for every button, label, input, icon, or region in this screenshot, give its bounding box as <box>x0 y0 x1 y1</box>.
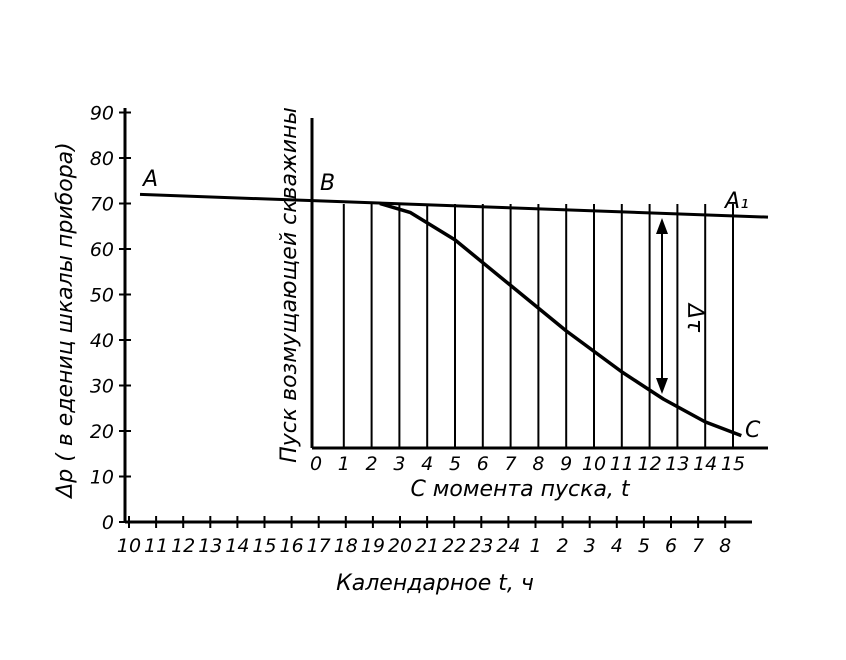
start-tick-label: 7 <box>505 453 517 475</box>
start-tick-label: 15 <box>721 453 745 475</box>
calendar-tick-label: 12 <box>171 535 195 557</box>
calendar-ticks: 10 11 12 13 14 15 16 17 18 19 20 21 22 23 24 1 2 3 4 5 6 7 8 <box>117 516 731 557</box>
y-tick-label: 20 <box>90 421 114 443</box>
point-label-a1: A₁ <box>723 189 749 214</box>
start-tick-label: 2 <box>366 453 378 475</box>
start-tick-label: 4 <box>421 453 433 475</box>
delta-arrow <box>656 218 668 394</box>
start-tick-label: 9 <box>560 453 572 475</box>
start-tick-label: 8 <box>532 453 544 475</box>
calendar-tick-label: 2 <box>557 535 569 557</box>
y-tick-label: 0 <box>102 512 114 534</box>
y-axis-title: Δp ( в едениц шкалы прибора) <box>53 142 78 500</box>
y-tick-label: 70 <box>90 194 114 216</box>
y-tick-label: 40 <box>90 330 114 352</box>
point-label-b: B <box>320 171 335 196</box>
calendar-tick-label: 21 <box>415 535 439 557</box>
calendar-tick-label: 17 <box>307 535 331 557</box>
calendar-tick-label: 23 <box>469 535 493 557</box>
y-ticks: 0 10 20 30 40 50 60 70 80 90 <box>90 103 131 534</box>
calendar-tick-label: 18 <box>334 535 358 557</box>
start-tick-label: 12 <box>638 453 662 475</box>
calendar-tick-label: 11 <box>144 535 168 557</box>
start-tick-label: 0 <box>310 453 322 475</box>
series-line-aa1 <box>139 192 769 219</box>
start-tick-label: 13 <box>665 453 689 475</box>
calendar-tick-label: 1 <box>529 535 541 557</box>
x-axis-start-title: С момента пуска, t <box>410 477 630 502</box>
start-tick-label: 6 <box>477 453 489 475</box>
y-tick-label: 30 <box>90 376 114 398</box>
calendar-tick-label: 10 <box>117 535 141 557</box>
y-tick-label: 50 <box>90 285 114 307</box>
start-tick-label: 14 <box>693 453 717 475</box>
event-label: Пуск возмущающей скважины <box>277 107 302 463</box>
calendar-tick-label: 7 <box>692 535 704 557</box>
x-axis-calendar-title: Календарное t, ч <box>336 571 534 596</box>
calendar-tick-label: 13 <box>198 535 222 557</box>
calendar-tick-label: 3 <box>584 535 596 557</box>
calendar-tick-label: 20 <box>388 535 412 557</box>
calendar-tick-label: 5 <box>638 535 650 557</box>
start-tick-label: 5 <box>449 453 461 475</box>
y-tick-label: 80 <box>90 148 114 170</box>
calendar-tick-label: 24 <box>496 535 520 557</box>
calendar-tick-label: 16 <box>280 535 304 557</box>
calendar-tick-label: 15 <box>252 535 276 557</box>
calendar-tick-label: 14 <box>225 535 249 557</box>
calendar-tick-label: 6 <box>665 535 677 557</box>
calendar-tick-label: 19 <box>361 535 385 557</box>
vertical-grid <box>342 204 734 448</box>
calendar-tick-label: 22 <box>442 535 466 557</box>
delta-label: Δτ <box>682 302 707 333</box>
calendar-tick-label: 8 <box>719 535 731 557</box>
y-tick-label: 90 <box>90 103 114 125</box>
point-label-c: C <box>745 418 761 443</box>
series-line-bc <box>379 201 742 438</box>
calendar-tick-label: 4 <box>611 535 623 557</box>
y-tick-label: 10 <box>90 467 114 489</box>
y-tick-label: 60 <box>90 239 114 261</box>
start-tick-label: 10 <box>582 453 606 475</box>
start-tick-label: 3 <box>393 453 405 475</box>
start-tick-label: 11 <box>610 453 634 475</box>
series-lines <box>139 192 769 438</box>
start-tick-label: 1 <box>338 453 350 475</box>
start-ticks: 0 1 2 3 4 5 6 7 8 9 10 11 12 13 14 15 <box>310 453 745 475</box>
point-label-a: A <box>141 167 158 192</box>
